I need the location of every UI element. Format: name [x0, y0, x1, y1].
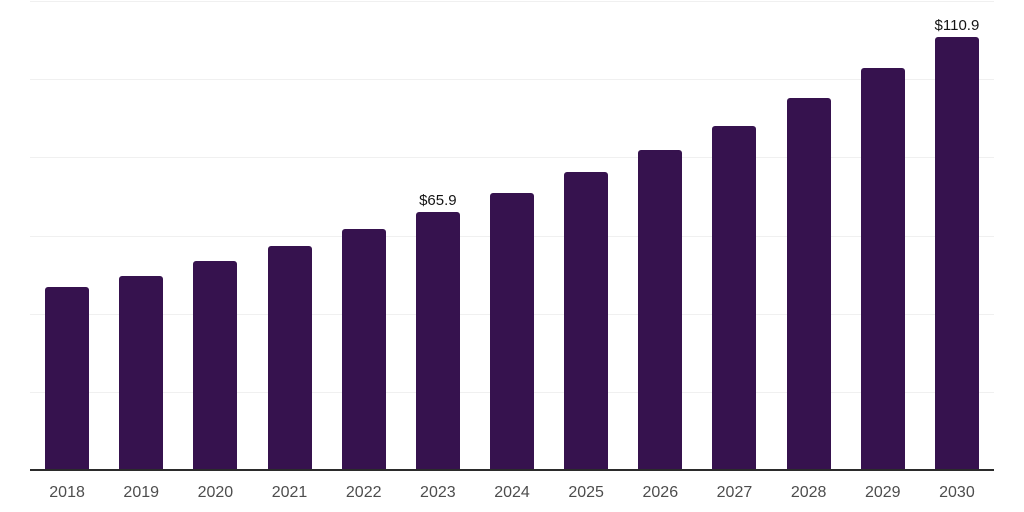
x-tick-2019: 2019: [123, 484, 160, 501]
bar-2018: [45, 287, 90, 470]
bar-2028: [786, 97, 831, 470]
bar-2030: [934, 36, 979, 470]
x-tick-2027: 2027: [716, 484, 753, 501]
x-tick-2025: 2025: [568, 484, 604, 501]
bar-2022: [341, 229, 386, 470]
gridline-y100: [30, 79, 994, 81]
x-tick-2029: 2029: [864, 484, 901, 501]
gridline-y80: [30, 157, 994, 159]
bar-2019: [119, 276, 164, 470]
x-tick-2030: 2030: [939, 484, 975, 501]
x-tick-2024: 2024: [494, 484, 530, 501]
x-tick-2018: 2018: [49, 484, 85, 501]
bar-2025: [564, 172, 609, 470]
bar-value-label-2023: $65.9: [419, 192, 457, 210]
bar-2021: [267, 246, 312, 470]
bar-value-label-2030: $110.9: [934, 16, 980, 34]
bar-2026: [638, 149, 683, 470]
gridline-y120: [30, 1, 994, 2]
bar-2029: [860, 68, 905, 470]
x-tick-2023: 2023: [420, 484, 456, 501]
x-tick-2026: 2026: [642, 484, 679, 501]
bar-2020: [193, 260, 238, 470]
bar-2023: [415, 212, 460, 470]
x-tick-2022: 2022: [345, 484, 382, 501]
x-tick-2021: 2021: [271, 484, 308, 501]
x-tick-2028: 2028: [790, 484, 827, 501]
x-axis-line: [30, 469, 994, 471]
x-tick-2020: 2020: [197, 484, 234, 501]
bar-2024: [490, 192, 534, 470]
bar-2027: [712, 126, 757, 470]
